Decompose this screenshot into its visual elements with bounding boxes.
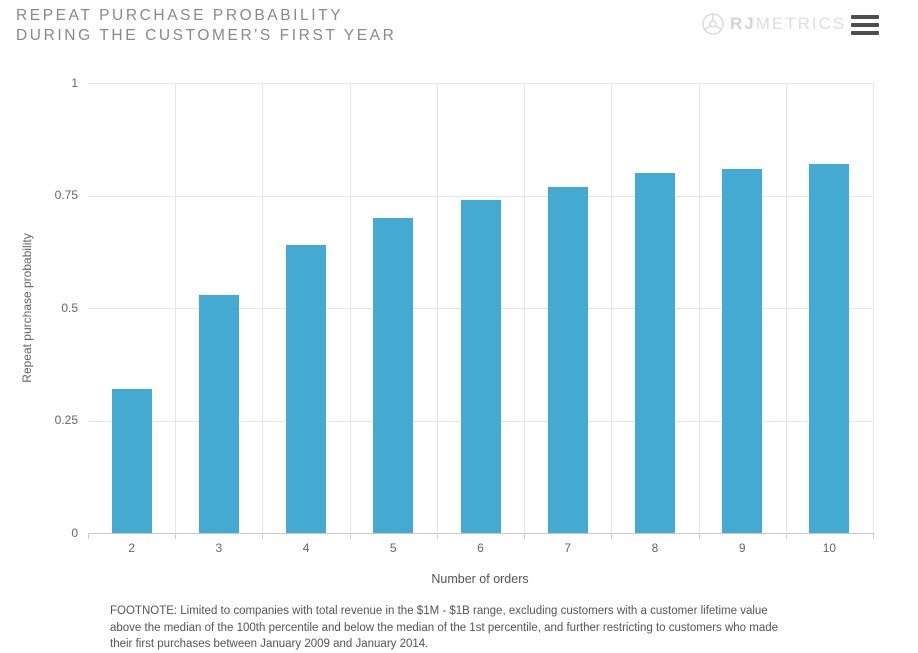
bar-orders-6[interactable]	[460, 200, 501, 533]
x-gridline	[436, 83, 438, 533]
x-axis-tick	[349, 533, 351, 539]
footnote: FOOTNOTE: Limited to companies with tota…	[110, 605, 779, 651]
x-axis-tick	[88, 533, 89, 539]
x-axis-tick	[698, 533, 700, 539]
y-tick-label: 0.25	[54, 413, 78, 427]
x-tick-label: 3	[215, 541, 223, 555]
bar-orders-4[interactable]	[286, 245, 327, 533]
y-tick-label: 1	[71, 75, 78, 90]
x-gridline	[785, 83, 787, 533]
bar-orders-10[interactable]	[809, 164, 850, 533]
bar-orders-9[interactable]	[722, 168, 763, 533]
x-tick-label: 4	[302, 541, 310, 555]
x-axis-tick	[524, 533, 526, 539]
x-axis-tick	[175, 533, 177, 539]
hamburger-menu-icon[interactable]	[851, 15, 879, 39]
logo-text-metrics: METRICS	[755, 14, 847, 33]
x-gridline	[698, 83, 700, 533]
x-tick-label: 9	[738, 541, 746, 555]
plot-area	[88, 83, 874, 539]
page-title-line2: DURING THE CUSTOMER'S FIRST YEAR	[16, 27, 397, 44]
bar-orders-2[interactable]	[111, 389, 152, 533]
x-tick-label: 7	[564, 541, 572, 555]
bar-orders-3[interactable]	[198, 294, 239, 533]
x-gridline	[524, 83, 526, 533]
x-axis-title: Number of orders	[431, 572, 529, 586]
x-axis-tick	[262, 533, 264, 539]
x-gridline	[611, 83, 613, 533]
x-tick-label: 8	[651, 541, 659, 555]
y-tick-label: 0.5	[61, 300, 78, 315]
x-tick-label: 6	[477, 541, 484, 555]
rjmetrics-sphere-icon	[702, 13, 724, 35]
bar-chart: Repeat purchase probability 0 0.25 0.5 0.75…	[20, 75, 874, 586]
bar-orders-8[interactable]	[634, 173, 675, 533]
page-title-line1: REPEAT PURCHASE PROBABILITY	[16, 7, 344, 24]
y-tick-label: 0.75	[54, 188, 78, 202]
x-gridline	[262, 83, 264, 533]
x-tick-label: 10	[822, 541, 837, 555]
x-tick-label: 5	[389, 541, 397, 555]
x-axis-tick	[785, 533, 787, 539]
page-title: REPEAT PURCHASE PROBABILITY DURING THE C…	[16, 6, 396, 46]
bar-orders-7[interactable]	[547, 186, 588, 533]
y-gridline	[88, 195, 873, 197]
x-tick-label: 2	[128, 541, 135, 555]
y-gridline	[88, 83, 873, 84]
logo-text-rj: RJ	[730, 14, 756, 33]
y-gridline	[88, 533, 873, 534]
x-axis-tick	[436, 533, 438, 539]
x-gridline	[873, 83, 874, 533]
x-axis-tick	[611, 533, 613, 539]
rjmetrics-logo: RJ METRICS	[701, 11, 846, 37]
x-gridline	[349, 83, 351, 533]
x-gridline	[175, 83, 177, 533]
x-axis-tick	[873, 533, 874, 539]
bar-orders-5[interactable]	[373, 218, 414, 533]
y-tick-label: 0	[71, 525, 78, 540]
